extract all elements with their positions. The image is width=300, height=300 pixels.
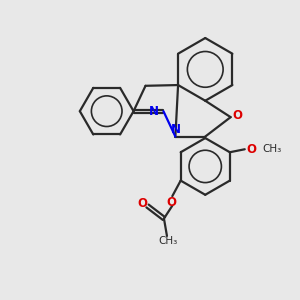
- Text: O: O: [167, 196, 177, 209]
- Text: N: N: [170, 124, 180, 136]
- Text: CH₃: CH₃: [262, 144, 281, 154]
- Text: O: O: [137, 196, 148, 209]
- Text: O: O: [246, 143, 256, 156]
- Text: CH₃: CH₃: [159, 236, 178, 246]
- Text: O: O: [232, 109, 242, 122]
- Text: N: N: [149, 105, 159, 118]
